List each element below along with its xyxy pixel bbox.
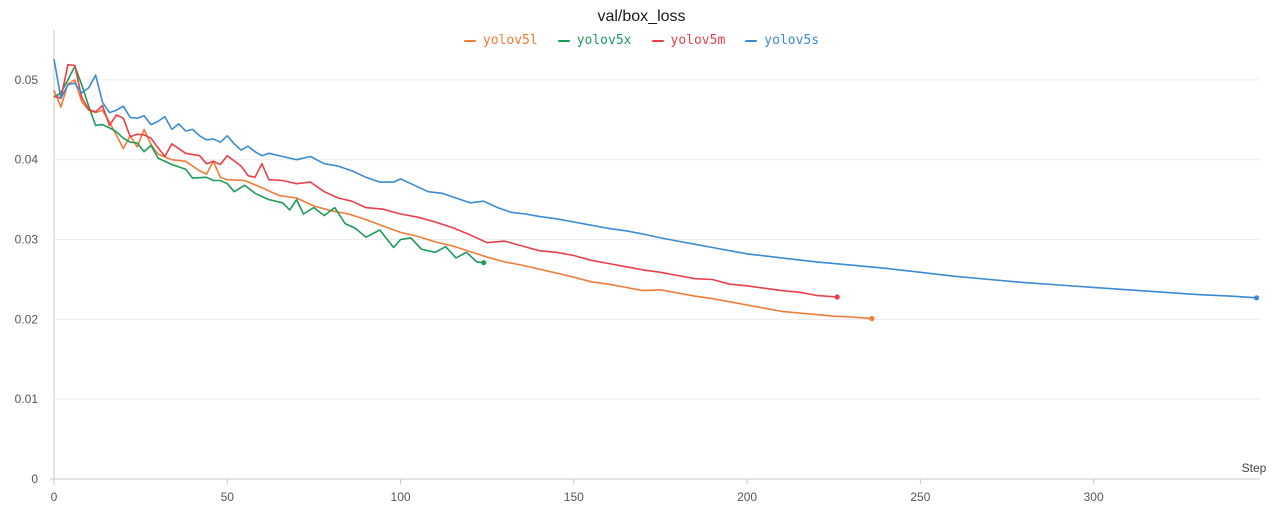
series-line-yolov5x [53,65,484,264]
x-axis-label: Step [1242,461,1267,475]
series-end-point-yolov5x [481,260,487,266]
x-tick-label: 100 [391,490,411,504]
y-tick-label: 0.02 [15,312,39,326]
x-tick-label: 50 [221,490,235,504]
y-tick-label: 0.03 [15,233,39,247]
legend-swatch [557,39,570,42]
y-tick-label: 0.01 [15,392,39,406]
y-tick-label: 0 [31,472,38,486]
legend: yolov5l yolov5x yolov5m yolov5s [0,33,1283,48]
x-tick-label: 200 [737,490,757,504]
legend-label: yolov5m [670,33,726,48]
series-line-yolov5m [53,63,838,298]
x-tick-label: 0 [51,490,58,504]
legend-swatch [651,39,664,42]
legend-item-yolov5l[interactable]: yolov5l [463,33,538,48]
legend-label: yolov5x [576,33,632,48]
x-tick-label: 300 [1084,490,1104,504]
series-line-yolov5s [53,59,1257,299]
series-end-point-yolov5m [834,294,840,300]
legend-label: yolov5l [482,33,538,48]
x-tick-label: 150 [564,490,584,504]
legend-item-yolov5s[interactable]: yolov5s [745,33,819,48]
legend-item-yolov5m[interactable]: yolov5m [651,33,726,48]
legend-label: yolov5s [764,33,820,48]
chart-title: val/box_loss [597,8,686,25]
series-line-yolov5l [53,79,872,320]
series-end-point-yolov5l [869,315,875,322]
y-tick-label: 0.05 [15,73,39,87]
legend-swatch [745,39,758,42]
y-tick-label: 0.04 [15,153,39,167]
series-end-point-yolov5s [1253,295,1260,301]
legend-swatch [463,39,476,42]
legend-item-yolov5x[interactable]: yolov5x [557,33,632,48]
x-tick-label: 250 [910,490,930,504]
